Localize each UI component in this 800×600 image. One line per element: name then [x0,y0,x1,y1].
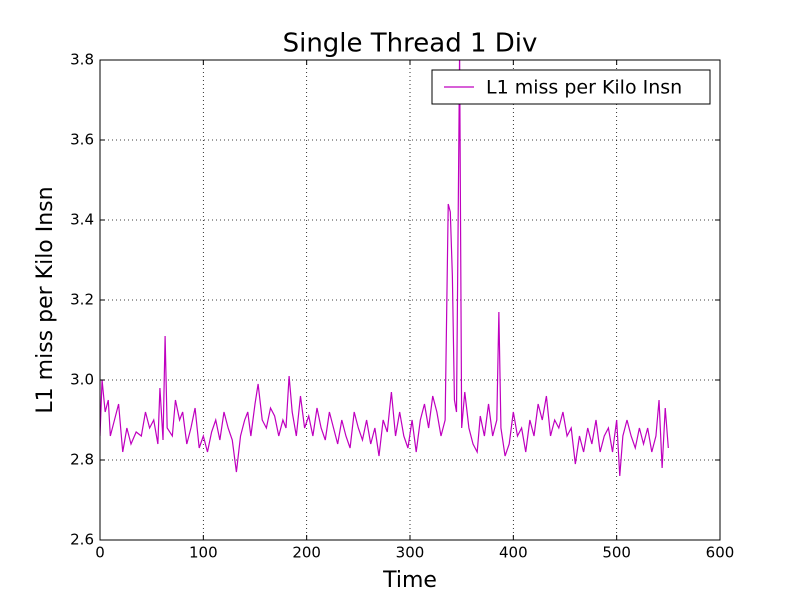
y-tick-label: 3.2 [70,291,94,309]
plot-area [100,60,669,477]
y-tick-label: 3.6 [70,131,94,149]
data-line [100,60,669,477]
legend: L1 miss per Kilo Insn [431,69,711,105]
x-tick-label: 600 [706,544,735,562]
ticks: 0 100 200 300 400 500 600 2.6 2.8 3.0 3.2 3.4 3.6 3.8 [70,51,734,562]
y-axis-label: L1 miss per Kilo Insn [33,186,58,413]
y-tick-label: 3.0 [70,371,94,389]
x-axis-label: Time [382,568,437,593]
x-tick-label: 400 [499,544,528,562]
legend-box [431,69,711,105]
legend-label: L1 miss per Kilo Insn [486,77,682,99]
x-tick-label: 100 [189,544,218,562]
y-tick-label: 3.4 [70,211,94,229]
x-tick-label: 0 [95,544,105,562]
y-tick-label: 3.8 [70,51,94,69]
x-tick-label: 300 [396,544,425,562]
x-tick-label: 200 [292,544,321,562]
y-tick-label: 2.6 [70,531,94,549]
x-tick-label: 500 [602,544,631,562]
chart-title: Single Thread 1 Div [283,29,538,59]
y-tick-label: 2.8 [70,451,94,469]
